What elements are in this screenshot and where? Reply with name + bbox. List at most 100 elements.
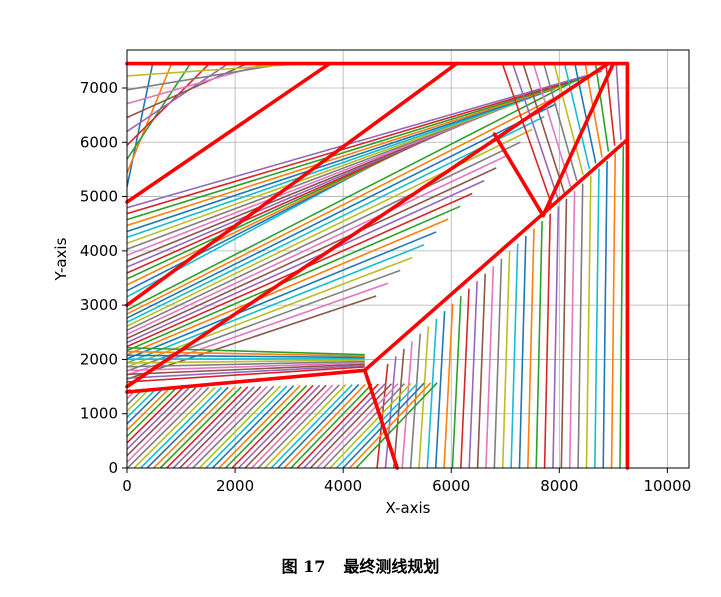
survey-line: [127, 244, 425, 364]
survey-line: [348, 382, 432, 468]
chart: 0 2000 4000 6000 8000 10000 0 1000 2000 3000 4000…: [52, 49, 691, 517]
survey-line: [127, 115, 545, 323]
x-tick-label: 2000: [216, 477, 254, 495]
survey-lines: [127, 62, 625, 468]
y-tick-label: 2000: [80, 350, 118, 368]
survey-line: [322, 382, 406, 468]
survey-line: [577, 183, 584, 468]
y-axis-ticks: 0 1000 2000 3000 4000 5000 6000 7000: [80, 79, 127, 477]
survey-line: [166, 386, 249, 468]
survey-line: [309, 383, 393, 468]
y-axis-label: Y-axis: [52, 237, 70, 281]
survey-line: [501, 251, 511, 468]
survey-line: [127, 388, 157, 419]
survey-line: [270, 384, 353, 468]
figure-title: 最终测线规划: [343, 557, 440, 576]
y-tick-label: 7000: [80, 79, 118, 97]
survey-line: [127, 63, 192, 160]
survey-line: [283, 383, 366, 468]
y-tick-label: 5000: [80, 188, 118, 206]
survey-line: [127, 360, 365, 368]
survey-line: [568, 191, 576, 468]
survey-line: [172, 386, 255, 468]
survey-line: [518, 236, 527, 468]
survey-line: [127, 387, 190, 451]
survey-line: [290, 383, 373, 468]
survey-line: [127, 90, 569, 315]
survey-line: [198, 385, 282, 468]
survey-line: [468, 281, 478, 468]
x-axis-ticks: 0 2000 4000 6000 8000 10000: [122, 468, 691, 495]
y-tick-label: 6000: [80, 133, 118, 151]
survey-line: [179, 385, 262, 468]
survey-line: [426, 318, 438, 468]
survey-line: [535, 221, 543, 468]
survey-line: [237, 384, 321, 468]
y-tick-label: 0: [108, 459, 118, 477]
survey-line: [127, 388, 151, 413]
survey-line: [552, 206, 560, 468]
survey-line: [127, 128, 533, 327]
survey-line: [127, 354, 365, 359]
survey-line: [127, 387, 210, 468]
survey-line: [127, 346, 365, 356]
survey-line: [127, 388, 131, 394]
survey-line: [127, 387, 184, 444]
survey-line: [218, 385, 301, 468]
survey-line: [335, 382, 419, 468]
survey-line: [619, 146, 625, 468]
survey-line: [127, 141, 521, 331]
survey-line: [127, 63, 154, 188]
survey-line: [527, 228, 535, 468]
survey-line: [409, 333, 422, 468]
survey-line: [211, 385, 295, 468]
survey-line: [231, 384, 314, 468]
survey-line: [127, 350, 365, 357]
survey-line: [185, 385, 268, 468]
survey-line: [127, 179, 485, 344]
survey-line: [224, 384, 308, 468]
survey-line: [563, 63, 591, 170]
survey-line: [127, 92, 544, 239]
survey-line: [296, 383, 379, 468]
survey-line: [434, 311, 446, 468]
survey-line: [127, 388, 138, 400]
survey-line: [127, 231, 437, 360]
survey-line: [127, 363, 365, 376]
survey-line: [192, 385, 275, 468]
survey-line: [476, 273, 487, 468]
plot-frame: [126, 49, 690, 469]
survey-line: [127, 77, 581, 311]
x-tick-label: 8000: [540, 477, 578, 495]
survey-line: [501, 63, 553, 205]
survey-line: [205, 385, 288, 468]
survey-line: [602, 161, 608, 468]
survey-line: [594, 168, 600, 468]
survey-line: [127, 205, 461, 352]
survey-line: [140, 386, 223, 468]
survey-line: [127, 387, 177, 438]
boundary-line: [541, 61, 616, 218]
survey-line: [543, 213, 552, 468]
survey-line: [277, 383, 360, 468]
survey-line: [511, 63, 559, 199]
survey-line: [127, 105, 508, 256]
survey-line: [543, 63, 578, 182]
survey-line: [127, 387, 164, 425]
survey-line: [127, 62, 305, 77]
y-tick-label: 4000: [80, 242, 118, 260]
survey-line: [443, 303, 454, 468]
survey-line: [376, 363, 389, 468]
y-tick-label: 3000: [80, 296, 118, 314]
survey-line: [127, 96, 532, 245]
survey-line: [244, 384, 327, 468]
survey-line: [127, 62, 229, 133]
y-tick-label: 1000: [80, 405, 118, 423]
x-axis-label: X-axis: [386, 499, 431, 517]
x-tick-label: 4000: [324, 477, 362, 495]
survey-line: [329, 382, 412, 468]
survey-line: [560, 198, 568, 468]
boundary-line: [125, 61, 459, 307]
survey-line: [316, 383, 399, 468]
survey-line: [127, 366, 365, 383]
